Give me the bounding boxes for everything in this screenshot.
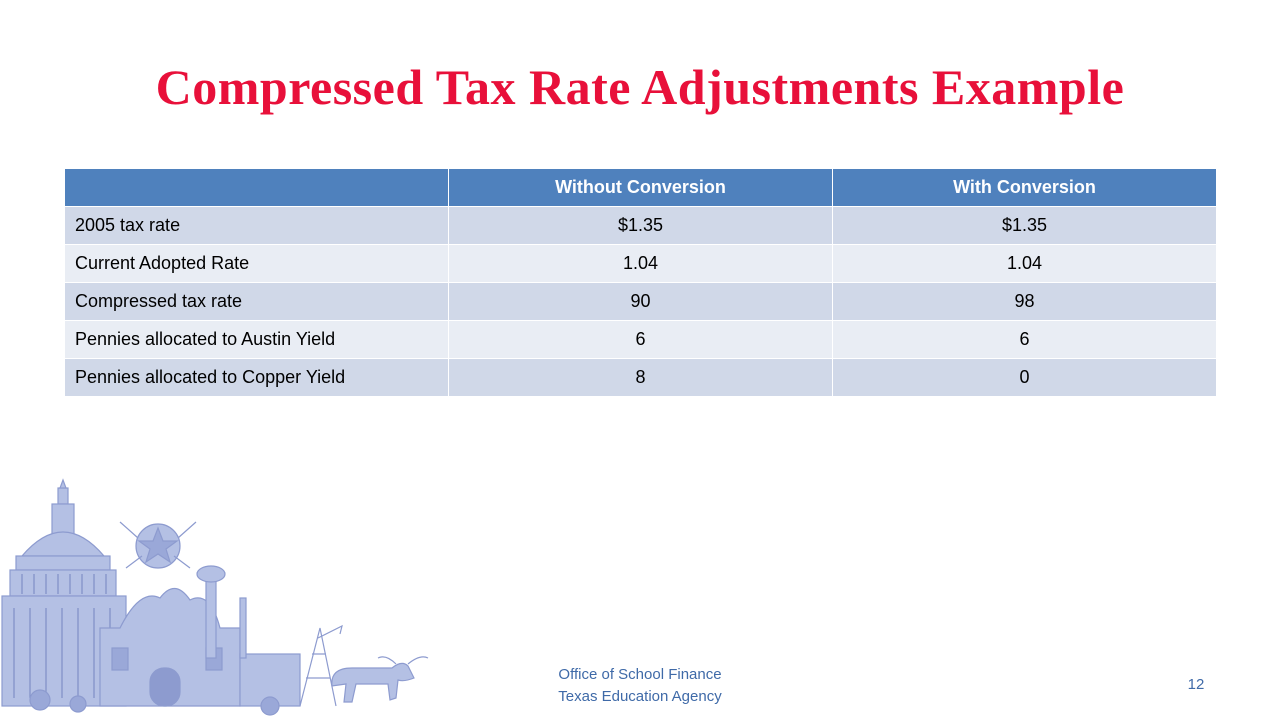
slide-title: Compressed Tax Rate Adjustments Example [155,59,1125,115]
footer-office: Office of School Finance [558,666,722,683]
cell-with-conversion: $1.35 [832,206,1217,245]
cell-with-conversion: 6 [832,320,1217,359]
cell-without-conversion: 6 [448,320,833,359]
cell-with-conversion: 98 [832,282,1217,321]
cell-without-conversion: 8 [448,358,833,397]
row-label: Pennies allocated to Austin Yield [64,320,449,359]
table-row: Compressed tax rate 90 98 [64,282,1217,321]
row-label: Pennies allocated to Copper Yield [64,358,449,397]
row-label: 2005 tax rate [64,206,449,245]
cell-without-conversion: 90 [448,282,833,321]
table-row: 2005 tax rate $1.35 $1.35 [64,206,1217,245]
table-row: Pennies allocated to Copper Yield 8 0 [64,358,1217,397]
table-row: Current Adopted Rate 1.04 1.04 [64,244,1217,283]
header-without-conversion: Without Conversion [448,168,833,207]
row-label: Current Adopted Rate [64,244,449,283]
header-blank [64,168,449,207]
oil-pump-icon [299,624,343,707]
cell-with-conversion: 0 [832,358,1217,397]
row-label: Compressed tax rate [64,282,449,321]
header-with-conversion: With Conversion [832,168,1217,207]
footer-agency: Texas Education Agency [558,688,722,705]
star-seal-icon [119,521,197,569]
table-header-row: Without Conversion With Conversion [64,168,1217,207]
longhorn-icon [331,656,429,703]
cell-with-conversion: 1.04 [832,244,1217,283]
tower-icon [196,565,247,659]
cell-without-conversion: 1.04 [448,244,833,283]
table-row: Pennies allocated to Austin Yield 6 6 [64,320,1217,359]
footer: Office of School Finance Texas Education… [540,664,740,708]
cell-without-conversion: $1.35 [448,206,833,245]
flower-icon [29,689,280,716]
capitol-dome-icon [1,478,127,707]
alamo-building-icon [99,587,301,707]
rate-comparison-table: Without Conversion With Conversion 2005 … [64,168,1217,397]
page-number: 12 [1187,676,1205,693]
texas-landmarks-illustration-icon [1,478,429,716]
